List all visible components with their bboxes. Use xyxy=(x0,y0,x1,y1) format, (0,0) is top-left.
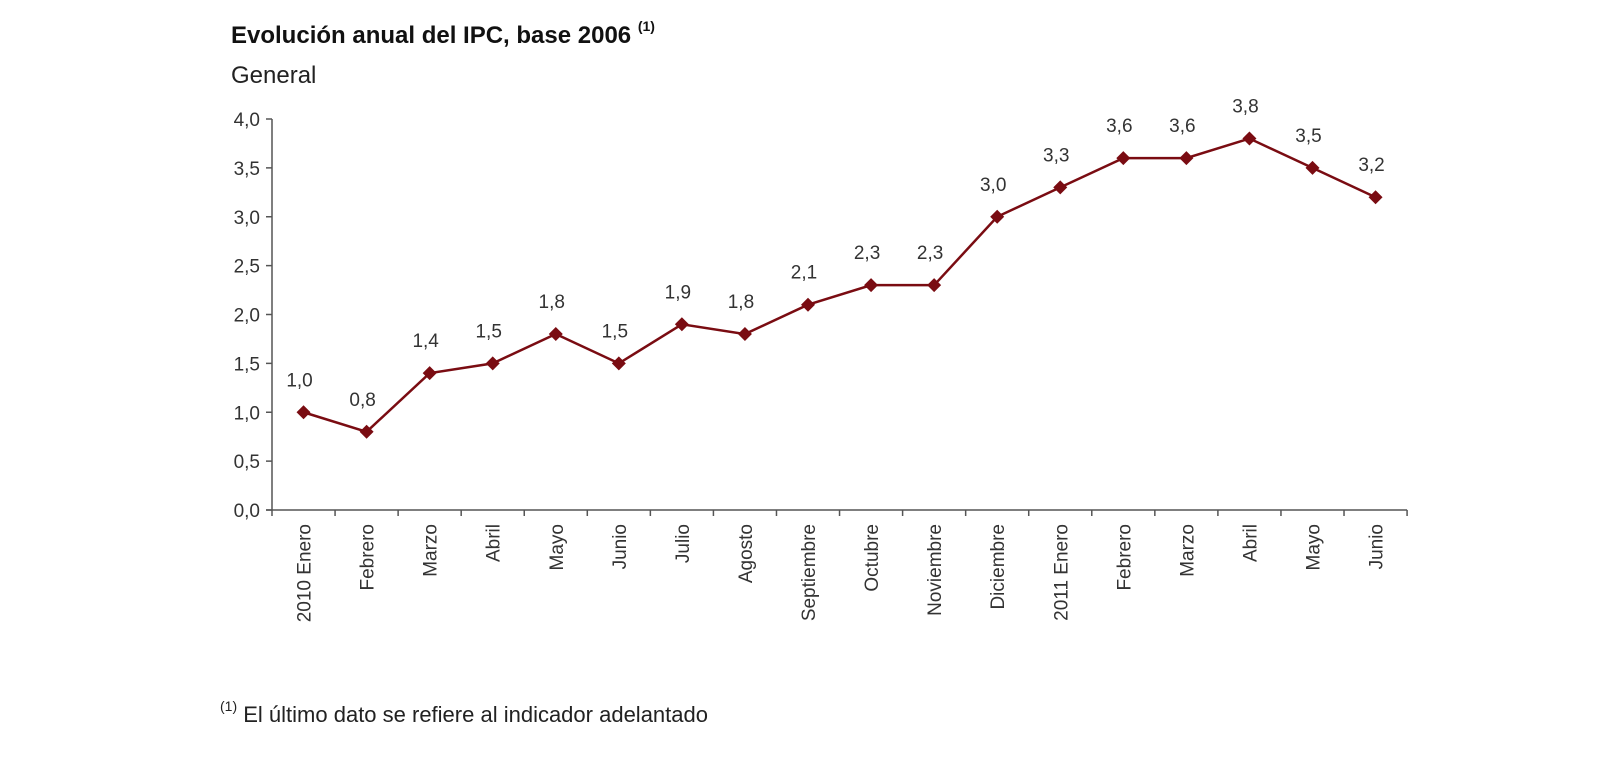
x-tick-label: Marzo xyxy=(1177,524,1198,577)
data-label: 2,3 xyxy=(917,243,943,264)
data-point xyxy=(674,317,689,332)
x-tick-label: Abril xyxy=(1240,524,1261,562)
data-point xyxy=(927,278,942,293)
x-tick-label: Noviembre xyxy=(925,524,946,616)
x-tick-label: Julio xyxy=(673,524,694,563)
data-label: 3,0 xyxy=(980,175,1006,196)
x-tick-label: Junio xyxy=(1367,524,1388,569)
chart-title: Evolución anual del IPC, base 2006 (1) xyxy=(231,18,655,50)
x-tick-label: Mayo xyxy=(547,524,568,570)
x-tick-label: Junio xyxy=(610,524,631,569)
data-label: 3,5 xyxy=(1295,126,1321,147)
y-tick-label: 4,0 xyxy=(234,110,260,131)
title-footnote-marker: (1) xyxy=(637,18,655,34)
data-label: 1,4 xyxy=(412,331,439,352)
data-point xyxy=(864,278,879,293)
data-point xyxy=(548,327,563,342)
x-tick-label: Febrero xyxy=(358,524,379,591)
data-label: 3,2 xyxy=(1358,155,1384,176)
chart-title-text: Evolución anual del IPC, base 2006 xyxy=(231,22,632,49)
data-point xyxy=(1368,190,1383,205)
y-tick-label: 2,5 xyxy=(234,257,260,278)
data-point xyxy=(1116,151,1131,166)
data-label: 0,8 xyxy=(349,390,375,411)
data-point xyxy=(611,356,626,371)
data-label: 1,0 xyxy=(286,370,312,391)
x-tick-label: Diciembre xyxy=(988,524,1009,610)
data-point xyxy=(990,209,1005,224)
data-point xyxy=(737,327,752,342)
x-tick-label: Mayo xyxy=(1303,524,1324,570)
data-label: 1,8 xyxy=(539,292,565,313)
data-label: 2,1 xyxy=(791,263,817,284)
data-label: 3,3 xyxy=(1043,145,1069,166)
x-tick-label: Agosto xyxy=(736,524,757,583)
data-label: 2,3 xyxy=(854,243,880,264)
chart-subtitle: General xyxy=(231,62,317,89)
footnote-marker: (1) xyxy=(220,698,238,714)
data-point xyxy=(296,405,311,420)
y-tick-label: 3,0 xyxy=(234,208,260,229)
data-point xyxy=(1053,180,1068,195)
data-point xyxy=(485,356,500,371)
data-point xyxy=(422,366,437,381)
data-line xyxy=(303,137,1377,434)
y-tick-label: 1,0 xyxy=(234,403,260,424)
x-tick-label: 2010 Enero xyxy=(295,524,316,622)
y-tick-label: 0,5 xyxy=(234,452,260,473)
y-tick-label: 0,0 xyxy=(234,501,260,522)
data-label: 1,9 xyxy=(665,282,691,303)
x-tick-label: 2011 Enero xyxy=(1051,524,1072,621)
x-tick-label: Septiembre xyxy=(799,524,820,621)
y-tick-label: 3,5 xyxy=(234,159,260,180)
data-label: 3,8 xyxy=(1232,97,1258,118)
x-tick-label: Marzo xyxy=(421,524,442,577)
data-point xyxy=(359,424,374,439)
x-tick-label: Febrero xyxy=(1114,524,1135,591)
data-label: 1,8 xyxy=(728,292,754,313)
data-label: 1,5 xyxy=(602,321,628,342)
data-point xyxy=(1305,160,1320,175)
footnote-text: El último dato se refiere al indicador a… xyxy=(243,702,708,727)
data-label: 1,5 xyxy=(475,321,501,342)
footnote: (1) El último dato se refiere al indicad… xyxy=(220,698,708,728)
data-point xyxy=(1242,131,1257,146)
data-point xyxy=(801,297,816,312)
y-tick-label: 2,0 xyxy=(234,306,260,327)
data-label: 3,6 xyxy=(1106,116,1132,137)
x-tick-label: Abril xyxy=(484,524,505,562)
x-tick-label: Octubre xyxy=(862,524,883,592)
data-label: 3,6 xyxy=(1169,116,1195,137)
data-point xyxy=(1179,151,1194,166)
y-tick-label: 1,5 xyxy=(234,354,260,375)
